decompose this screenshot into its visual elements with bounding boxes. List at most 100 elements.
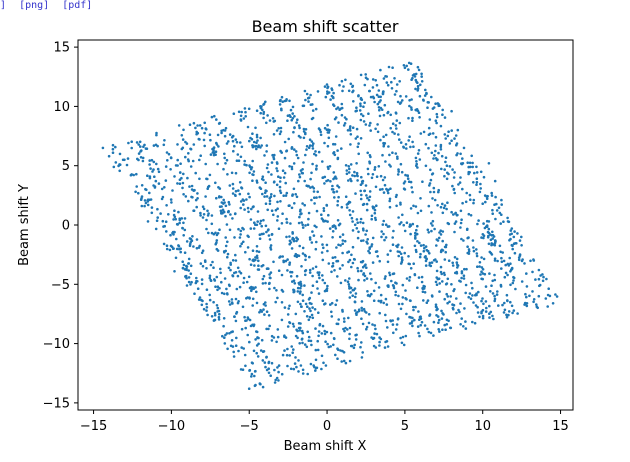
scatter-point [169, 156, 173, 159]
scatter-point [173, 209, 176, 212]
scatter-point [443, 133, 447, 136]
scatter-point [439, 265, 443, 269]
scatter-point [405, 277, 409, 280]
scatter-point [223, 277, 227, 280]
scatter-point [326, 123, 329, 127]
scatter-point [347, 89, 351, 93]
scatter-point [538, 284, 541, 288]
scatter-point [270, 361, 274, 365]
scatter-point [321, 299, 325, 303]
scatter-point [419, 83, 422, 87]
scatter-point [296, 156, 300, 160]
scatter-point [315, 240, 318, 244]
scatter-point [414, 231, 417, 235]
scatter-point [378, 340, 381, 344]
scatter-point [343, 320, 346, 323]
scatter-point [323, 182, 326, 185]
scatter-point [386, 189, 389, 193]
scatter-point [382, 143, 386, 146]
scatter-point [353, 343, 357, 347]
scatter-point [304, 273, 307, 277]
scatter-point [292, 162, 296, 165]
scatter-point [449, 295, 453, 298]
scatter-point [455, 311, 458, 315]
scatter-point [195, 238, 199, 241]
scatter-point [507, 313, 510, 317]
scatter-point [437, 321, 440, 325]
scatter-point [348, 296, 352, 299]
scatter-point [332, 190, 335, 194]
scatter-point [204, 260, 207, 264]
scatter-point [303, 89, 307, 93]
scatter-point [349, 163, 353, 166]
link-fragment[interactable]: ] [0, 0, 7, 11]
scatter-point [311, 284, 315, 288]
scatter-point [428, 314, 431, 317]
scatter-point [265, 144, 269, 147]
scatter-point [308, 236, 312, 239]
scatter-point [408, 322, 412, 325]
scatter-point [333, 269, 336, 272]
scatter-point [311, 144, 314, 147]
scatter-point [529, 259, 532, 263]
scatter-point [443, 174, 446, 178]
scatter-point [322, 246, 325, 250]
scatter-point [306, 330, 310, 334]
scatter-point [198, 177, 201, 181]
scatter-point [506, 299, 509, 302]
scatter-point [298, 215, 301, 219]
scatter-point [468, 292, 472, 295]
scatter-point [453, 191, 457, 195]
png-link[interactable]: [png] [19, 0, 50, 11]
scatter-point [423, 324, 427, 327]
scatter-point [378, 344, 381, 347]
pdf-link[interactable]: [pdf] [62, 0, 93, 11]
scatter-point [359, 137, 363, 140]
scatter-point [178, 178, 182, 181]
scatter-point [504, 263, 508, 267]
scatter-point [187, 152, 190, 155]
scatter-point [232, 112, 236, 115]
scatter-point [207, 184, 211, 188]
scatter-point [111, 151, 115, 154]
scatter-point [539, 274, 542, 277]
scatter-point [257, 264, 260, 268]
scatter-point [349, 82, 353, 86]
scatter-point [249, 227, 253, 230]
scatter-point [297, 124, 301, 127]
scatter-point [198, 244, 201, 248]
scatter-point [205, 309, 208, 312]
scatter-point [195, 276, 198, 280]
scatter-point [491, 230, 494, 234]
scatter-point [338, 83, 341, 87]
scatter-point [203, 144, 206, 148]
scatter-point [328, 128, 331, 132]
scatter-point [488, 233, 492, 236]
scatter-point [239, 114, 243, 118]
scatter-point [248, 318, 252, 322]
scatter-point [349, 177, 352, 181]
scatter-point [395, 127, 398, 130]
scatter-point [342, 359, 346, 363]
scatter-point [288, 354, 292, 357]
scatter-point [427, 126, 431, 130]
scatter-point [520, 235, 523, 239]
scatter-point [371, 236, 375, 240]
scatter-point [185, 264, 188, 268]
scatter-point [311, 162, 314, 166]
scatter-point [331, 230, 335, 233]
scatter-point [532, 259, 536, 262]
scatter-point [162, 143, 166, 147]
scatter-point [242, 276, 246, 280]
scatter-point [520, 280, 524, 283]
scatter-point [482, 175, 486, 179]
scatter-point [295, 236, 298, 239]
scatter-point [277, 370, 280, 374]
scatter-point [278, 256, 281, 259]
scatter-point [342, 85, 345, 88]
scatter-point [293, 282, 297, 285]
scatter-point [299, 290, 302, 293]
scatter-point [192, 245, 195, 248]
scatter-point [279, 130, 283, 133]
scatter-point [369, 121, 372, 125]
